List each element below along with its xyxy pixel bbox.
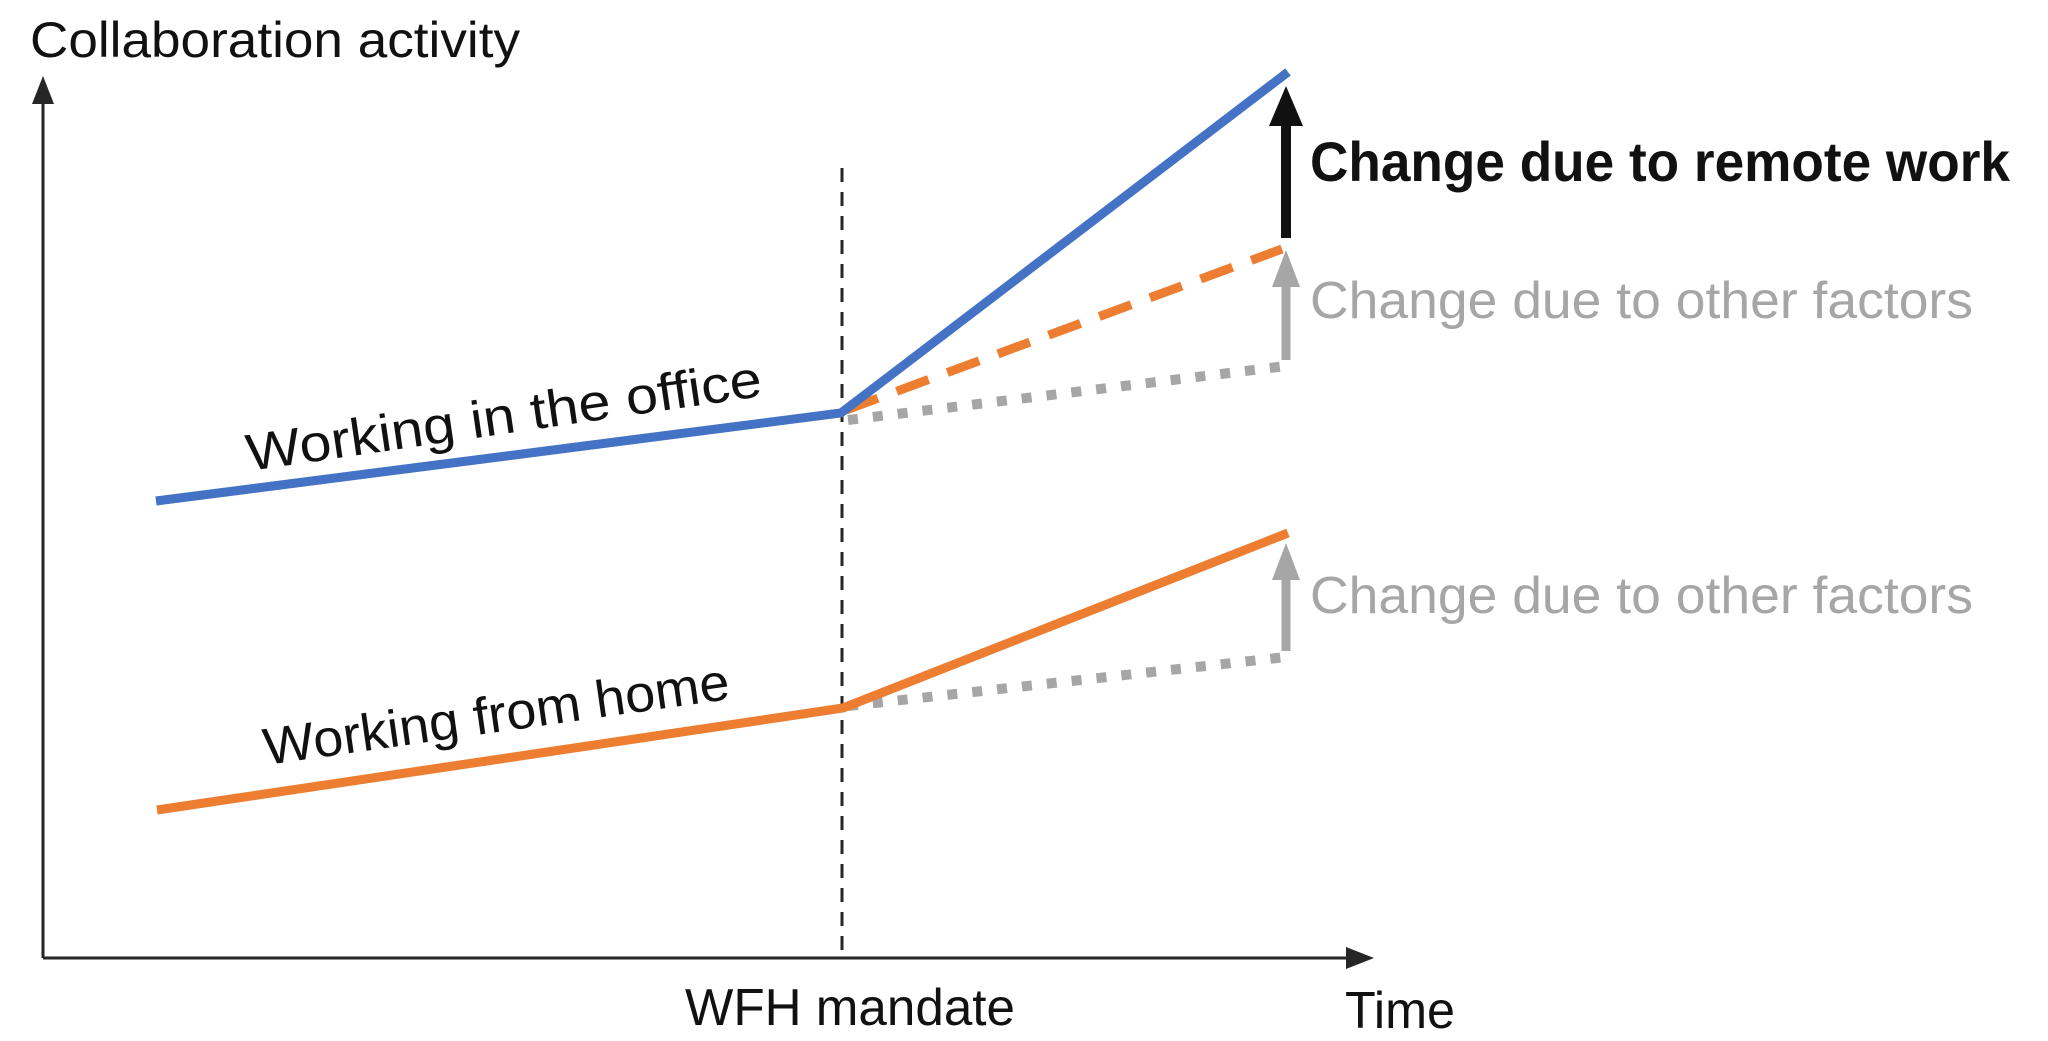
chart-title: Collaboration activity <box>30 12 520 68</box>
other-factors-arrowhead-upper <box>1272 250 1300 287</box>
home-line <box>156 528 1290 815</box>
y-axis-arrowhead <box>32 76 54 104</box>
wfh-mandate-label: WFH mandate <box>685 979 1015 1037</box>
remote-work-arrowhead <box>1269 86 1303 126</box>
other-factors-annotation-upper: Change due to other factors <box>1310 272 1973 330</box>
trend-dotted-line-upper <box>847 361 1287 425</box>
office-line <box>155 68 1291 506</box>
time-label: Time <box>1345 982 1455 1040</box>
counterfactual-dashed-line <box>844 244 1284 415</box>
remote-work-annotation: Change due to remote work <box>1310 130 2011 193</box>
other-factors-annotation-lower: Change due to other factors <box>1310 567 1973 625</box>
office-label: Working in the office <box>242 350 765 482</box>
other-factors-arrowhead-lower <box>1272 543 1300 580</box>
x-axis-arrowhead <box>1346 947 1374 969</box>
